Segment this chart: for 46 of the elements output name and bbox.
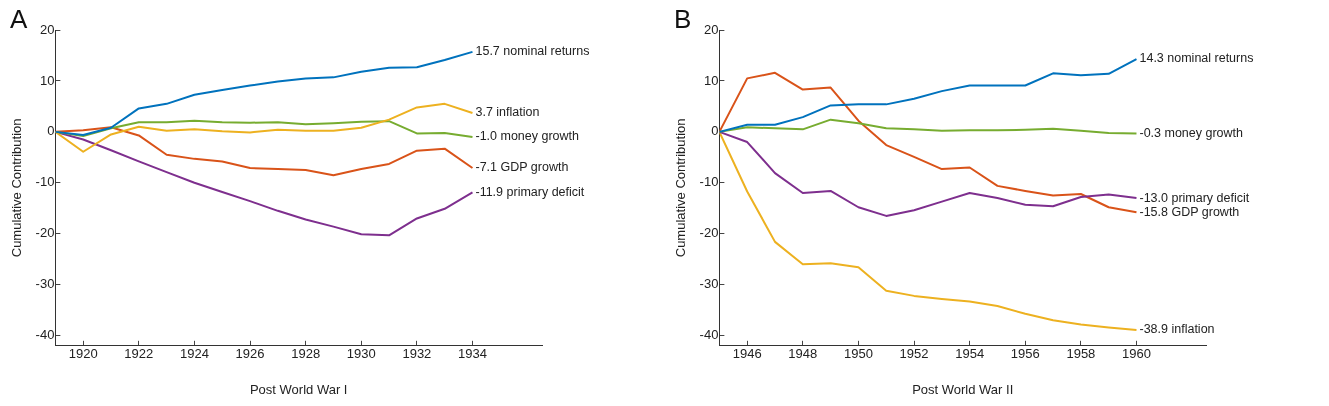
x-tick-label: 1946 bbox=[732, 346, 762, 362]
y-tick-label: 20 bbox=[703, 21, 719, 37]
y-tick-label: 0 bbox=[47, 123, 55, 139]
y-axis-title: Cumulative Contribution bbox=[9, 118, 25, 258]
series-label: -11.9 primary deficit bbox=[475, 184, 585, 199]
x-tick-label: 1932 bbox=[402, 346, 432, 362]
x-tick-label: 1928 bbox=[291, 346, 321, 362]
y-tick-label: 20 bbox=[39, 21, 55, 37]
x-tick-label: 1952 bbox=[899, 346, 929, 362]
x-tick-label: 1920 bbox=[68, 346, 98, 362]
y-tick-label: -40 bbox=[699, 327, 719, 343]
series-label: 14.3 nominal returns bbox=[1139, 51, 1254, 66]
x-tick-label: 1956 bbox=[1010, 346, 1040, 362]
x-tick-label: 1922 bbox=[124, 346, 154, 362]
x-tick-label: 1934 bbox=[458, 346, 487, 362]
y-tick-label: -30 bbox=[35, 276, 55, 292]
y-tick-label: -10 bbox=[35, 174, 55, 190]
x-tick-label: 1954 bbox=[955, 346, 985, 362]
y-tick-label: 10 bbox=[703, 72, 719, 88]
series-label: -7.1 GDP growth bbox=[475, 160, 569, 175]
y-tick-label: -20 bbox=[699, 225, 719, 241]
y-tick-label: -10 bbox=[699, 174, 719, 190]
x-tick-label: 1926 bbox=[235, 346, 265, 362]
series-label: -15.8 GDP growth bbox=[1139, 204, 1240, 219]
series-label: -38.9 inflation bbox=[1139, 322, 1215, 337]
series-label: -13.0 primary deficit bbox=[1139, 190, 1250, 205]
x-tick-label: 1960 bbox=[1122, 346, 1151, 362]
x-tick-label: 1950 bbox=[843, 346, 873, 362]
y-axis-title: Cumulative Contribution bbox=[673, 118, 689, 258]
x-tick-label: 1930 bbox=[346, 346, 376, 362]
chart-title: B bbox=[674, 4, 692, 35]
x-tick-label: 1958 bbox=[1066, 346, 1096, 362]
x-axis-title: Post World War II bbox=[912, 381, 1014, 397]
x-axis-title: Post World War I bbox=[249, 381, 348, 397]
series-label: 3.7 inflation bbox=[475, 105, 540, 120]
y-tick-label: 0 bbox=[711, 123, 719, 139]
y-tick-label: 10 bbox=[39, 72, 55, 88]
x-tick-label: 1924 bbox=[179, 346, 209, 362]
y-tick-label: -30 bbox=[699, 276, 719, 292]
x-tick-label: 1948 bbox=[788, 346, 818, 362]
series-label: -0.3 money growth bbox=[1139, 125, 1244, 140]
chart-title: A bbox=[10, 4, 28, 35]
series-label: -1.0 money growth bbox=[475, 129, 580, 144]
series-label: 15.7 nominal returns bbox=[475, 44, 590, 59]
y-tick-label: -20 bbox=[35, 225, 55, 241]
y-tick-label: -40 bbox=[35, 327, 55, 343]
